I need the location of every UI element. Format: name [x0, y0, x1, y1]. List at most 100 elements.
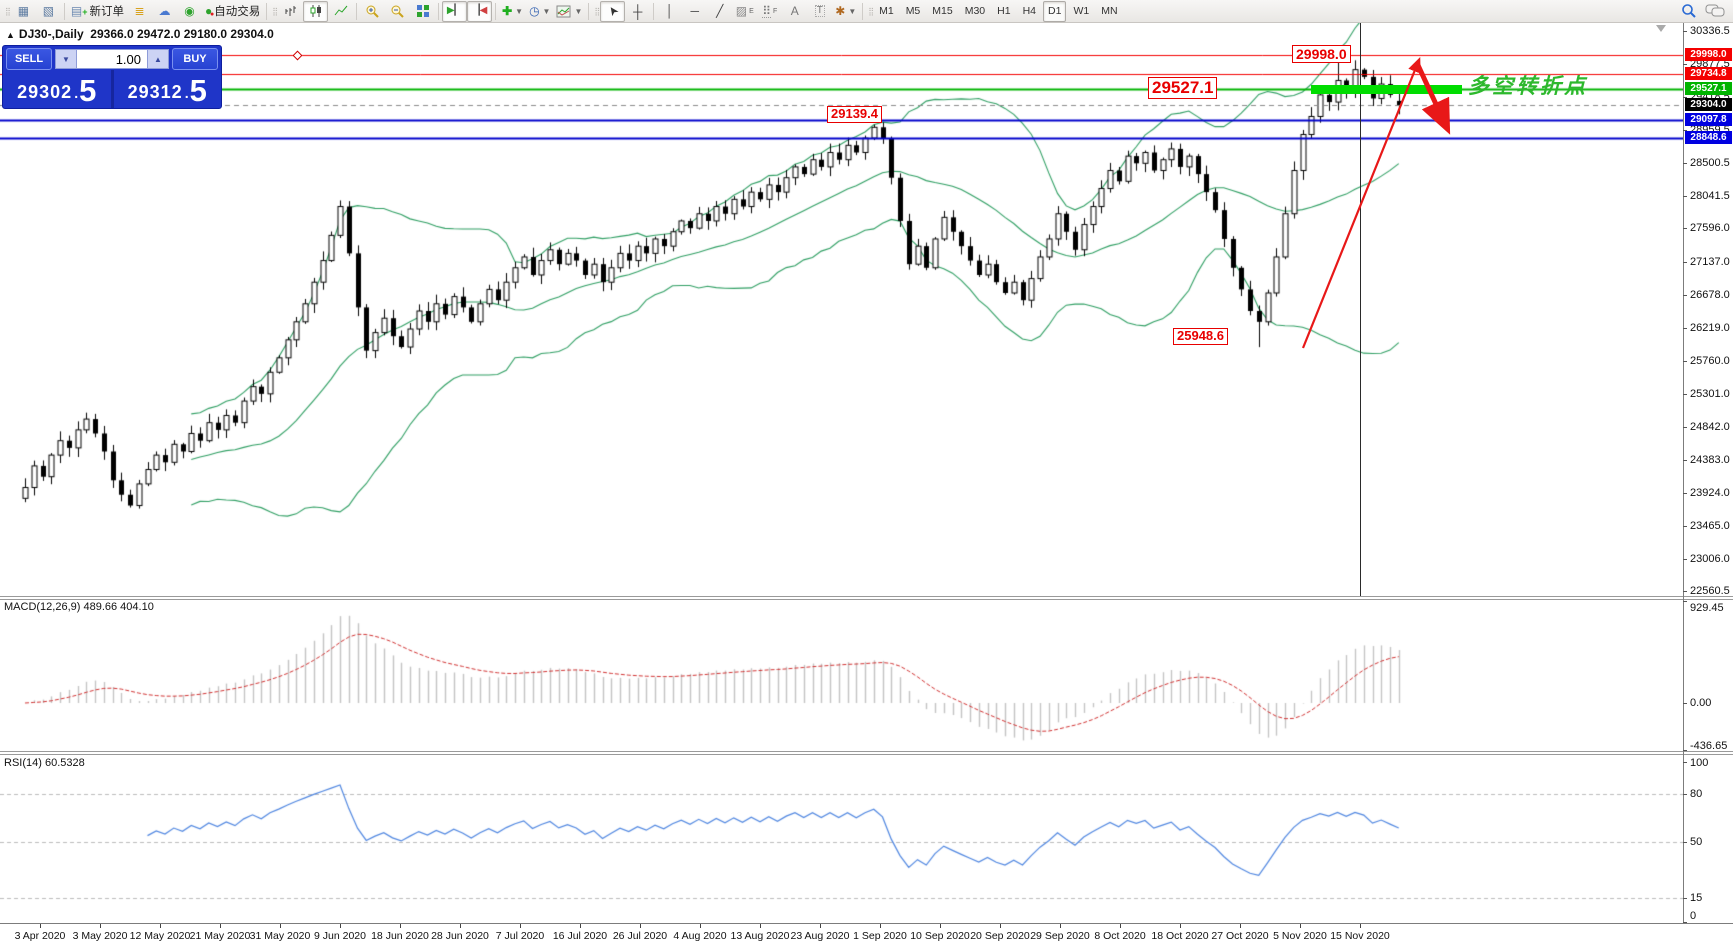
fibonacci-tool-button[interactable]: ⠿ F: [762, 3, 778, 18]
time-axis-border: [0, 923, 1733, 924]
time-axis-label: 15 Nov 2020: [1330, 930, 1390, 942]
zoom-in-button[interactable]: [360, 1, 385, 22]
volume-stepper: ▼ 1.00 ▲: [55, 49, 169, 69]
templates-button[interactable]: ▼: [553, 1, 585, 22]
timeframe-D1[interactable]: D1: [1043, 0, 1067, 22]
buy-button[interactable]: BUY: [172, 48, 218, 70]
timeframe-H1[interactable]: H1: [997, 5, 1011, 17]
main-toolbar: ⣿ ▦ ▧ ▤+ 新订单 ≣ ☁ ◉ ● ● 自动交易 ⣿ ▶▏ ▕◀ ✚ ▼ ◷ ▼…: [0, 0, 1733, 23]
timeframe-H4[interactable]: H4: [1022, 5, 1037, 17]
price-axis-tick-mark: [1683, 493, 1687, 494]
price-annotation-label[interactable]: 29527.1: [1148, 77, 1218, 99]
vertical-line-tool-button[interactable]: │: [657, 1, 682, 22]
buy-price[interactable]: 29312. 5: [127, 72, 207, 108]
timeframe-M5[interactable]: M5: [905, 5, 921, 17]
rsi-axis-tick-mark: [1683, 842, 1687, 843]
indicators-button[interactable]: ✚ ▼: [499, 1, 526, 22]
candlestick-chart-icon: [310, 5, 321, 17]
chat-icon[interactable]: [1705, 3, 1725, 19]
price-axis-tick-mark: [1683, 97, 1687, 98]
trendline-icon: ╱: [716, 4, 724, 18]
channel-tool-button[interactable]: ▨ E: [735, 4, 754, 18]
time-axis-tick-mark: [880, 924, 881, 928]
chart-shift-button[interactable]: ▕◀: [467, 0, 493, 22]
price-axis-tick-mark: [1683, 196, 1687, 197]
volume-decrease-button[interactable]: ▼: [55, 49, 77, 69]
auto-trading-button[interactable]: ● ● 自动交易: [204, 4, 261, 18]
turning-point-highlight-bar[interactable]: [1311, 85, 1462, 94]
volume-value[interactable]: 1.00: [77, 49, 147, 69]
zoom-in-icon: [366, 5, 379, 18]
sell-price[interactable]: 29302. 5: [17, 72, 97, 108]
crosshair-icon: ┼: [633, 3, 643, 19]
pane-separator[interactable]: [0, 754, 1733, 755]
community-button[interactable]: ☁: [152, 1, 177, 22]
pane-separator[interactable]: [0, 751, 1733, 752]
community-icon: ☁: [158, 4, 171, 18]
auto-scroll-button[interactable]: ▶▏: [442, 0, 468, 22]
horizontal-line-tool-button[interactable]: ─: [682, 1, 707, 22]
caret-down-icon: ▼: [542, 6, 551, 16]
market-depth-button[interactable]: ≣: [127, 1, 152, 22]
volume-increase-button[interactable]: ▲: [147, 49, 169, 69]
rsi-axis-tick-mark: [1683, 922, 1687, 923]
vertical-line-object[interactable]: [1360, 23, 1361, 596]
rsi-axis-tick-label: 100: [1690, 757, 1709, 769]
timeframe-M15[interactable]: M15: [932, 5, 953, 17]
time-axis-label: 3 May 2020: [72, 930, 128, 942]
symbol-collapse-icon[interactable]: ▲: [6, 30, 15, 40]
new-chart-button[interactable]: ▦: [11, 1, 36, 22]
price-level-axis-label: 29998.0: [1685, 48, 1732, 62]
search-icon[interactable]: [1681, 3, 1697, 19]
arrows-tool-button[interactable]: ✱ ▼: [832, 1, 859, 22]
sell-button[interactable]: SELL: [6, 48, 52, 70]
crosshair-tool-button[interactable]: ┼: [625, 1, 650, 22]
price-axis-tick-label: 28500.5: [1690, 157, 1730, 170]
candle-chart-mode-button[interactable]: [303, 0, 329, 22]
text-label-tool-button[interactable]: T: [807, 1, 832, 22]
profiles-button[interactable]: ▧: [36, 1, 61, 22]
new-order-button[interactable]: ▤+ 新订单: [70, 4, 124, 18]
time-axis-tick-mark: [460, 924, 461, 928]
price-axis-tick-mark: [1683, 295, 1687, 296]
price-annotation-label[interactable]: 29139.4: [827, 106, 882, 123]
text-tool-button[interactable]: A: [782, 1, 807, 22]
pane-separator[interactable]: [0, 599, 1733, 600]
cursor-tool-button[interactable]: ➤: [600, 0, 626, 22]
macd-panel-canvas[interactable]: [0, 600, 1683, 751]
chart-shift-marker[interactable]: [1656, 25, 1666, 32]
price-annotation-label[interactable]: 25948.6: [1173, 328, 1228, 345]
toolbar-drag-handle[interactable]: ⣿: [868, 6, 874, 16]
toolbar-drag-handle[interactable]: ⣿: [272, 6, 278, 16]
price-level-axis-label: 29734.8: [1685, 67, 1732, 81]
timeframe-M30[interactable]: M30: [964, 5, 986, 17]
timeframe-M1[interactable]: M1: [879, 5, 894, 17]
bar-chart-mode-button[interactable]: [278, 1, 303, 22]
zoom-out-button[interactable]: [385, 1, 410, 22]
price-annotation-label[interactable]: 29998.0: [1292, 45, 1351, 64]
signals-button[interactable]: ◉: [177, 1, 202, 22]
macd-indicator-label: MACD(12,26,9) 489.66 404.10: [4, 601, 154, 613]
trendline-tool-button[interactable]: ╱: [707, 1, 732, 22]
price-axis-tick-mark: [1683, 591, 1687, 592]
toolbar-drag-handle[interactable]: ⣿: [594, 6, 600, 16]
toolbar-separator: [588, 2, 590, 20]
time-axis-tick-mark: [40, 924, 41, 928]
rsi-panel-canvas[interactable]: [0, 755, 1683, 923]
macd-axis-tick-label: -436.65: [1690, 740, 1728, 752]
tile-windows-button[interactable]: [410, 1, 435, 22]
turning-point-text[interactable]: 多空转折点: [1468, 75, 1588, 98]
time-axis-label: 13 Aug 2020: [730, 930, 790, 942]
timeframe-MN[interactable]: MN: [1101, 5, 1118, 17]
pane-separator[interactable]: [0, 596, 1733, 597]
line-chart-mode-button[interactable]: [328, 1, 353, 22]
timeframe-W1[interactable]: W1: [1073, 5, 1090, 17]
time-axis-label: 12 May 2020: [129, 930, 191, 942]
caret-down-icon: ▼: [574, 6, 583, 16]
time-axis-label: 9 Jun 2020: [314, 930, 366, 942]
period-button[interactable]: ◷ ▼: [526, 1, 553, 22]
time-axis-label: 7 Jul 2020: [495, 930, 545, 942]
toolbar-drag-handle[interactable]: ⣿: [5, 6, 11, 16]
price-axis-tick-label: 30336.5: [1690, 25, 1730, 37]
indicators-icon: ✚: [502, 4, 513, 18]
